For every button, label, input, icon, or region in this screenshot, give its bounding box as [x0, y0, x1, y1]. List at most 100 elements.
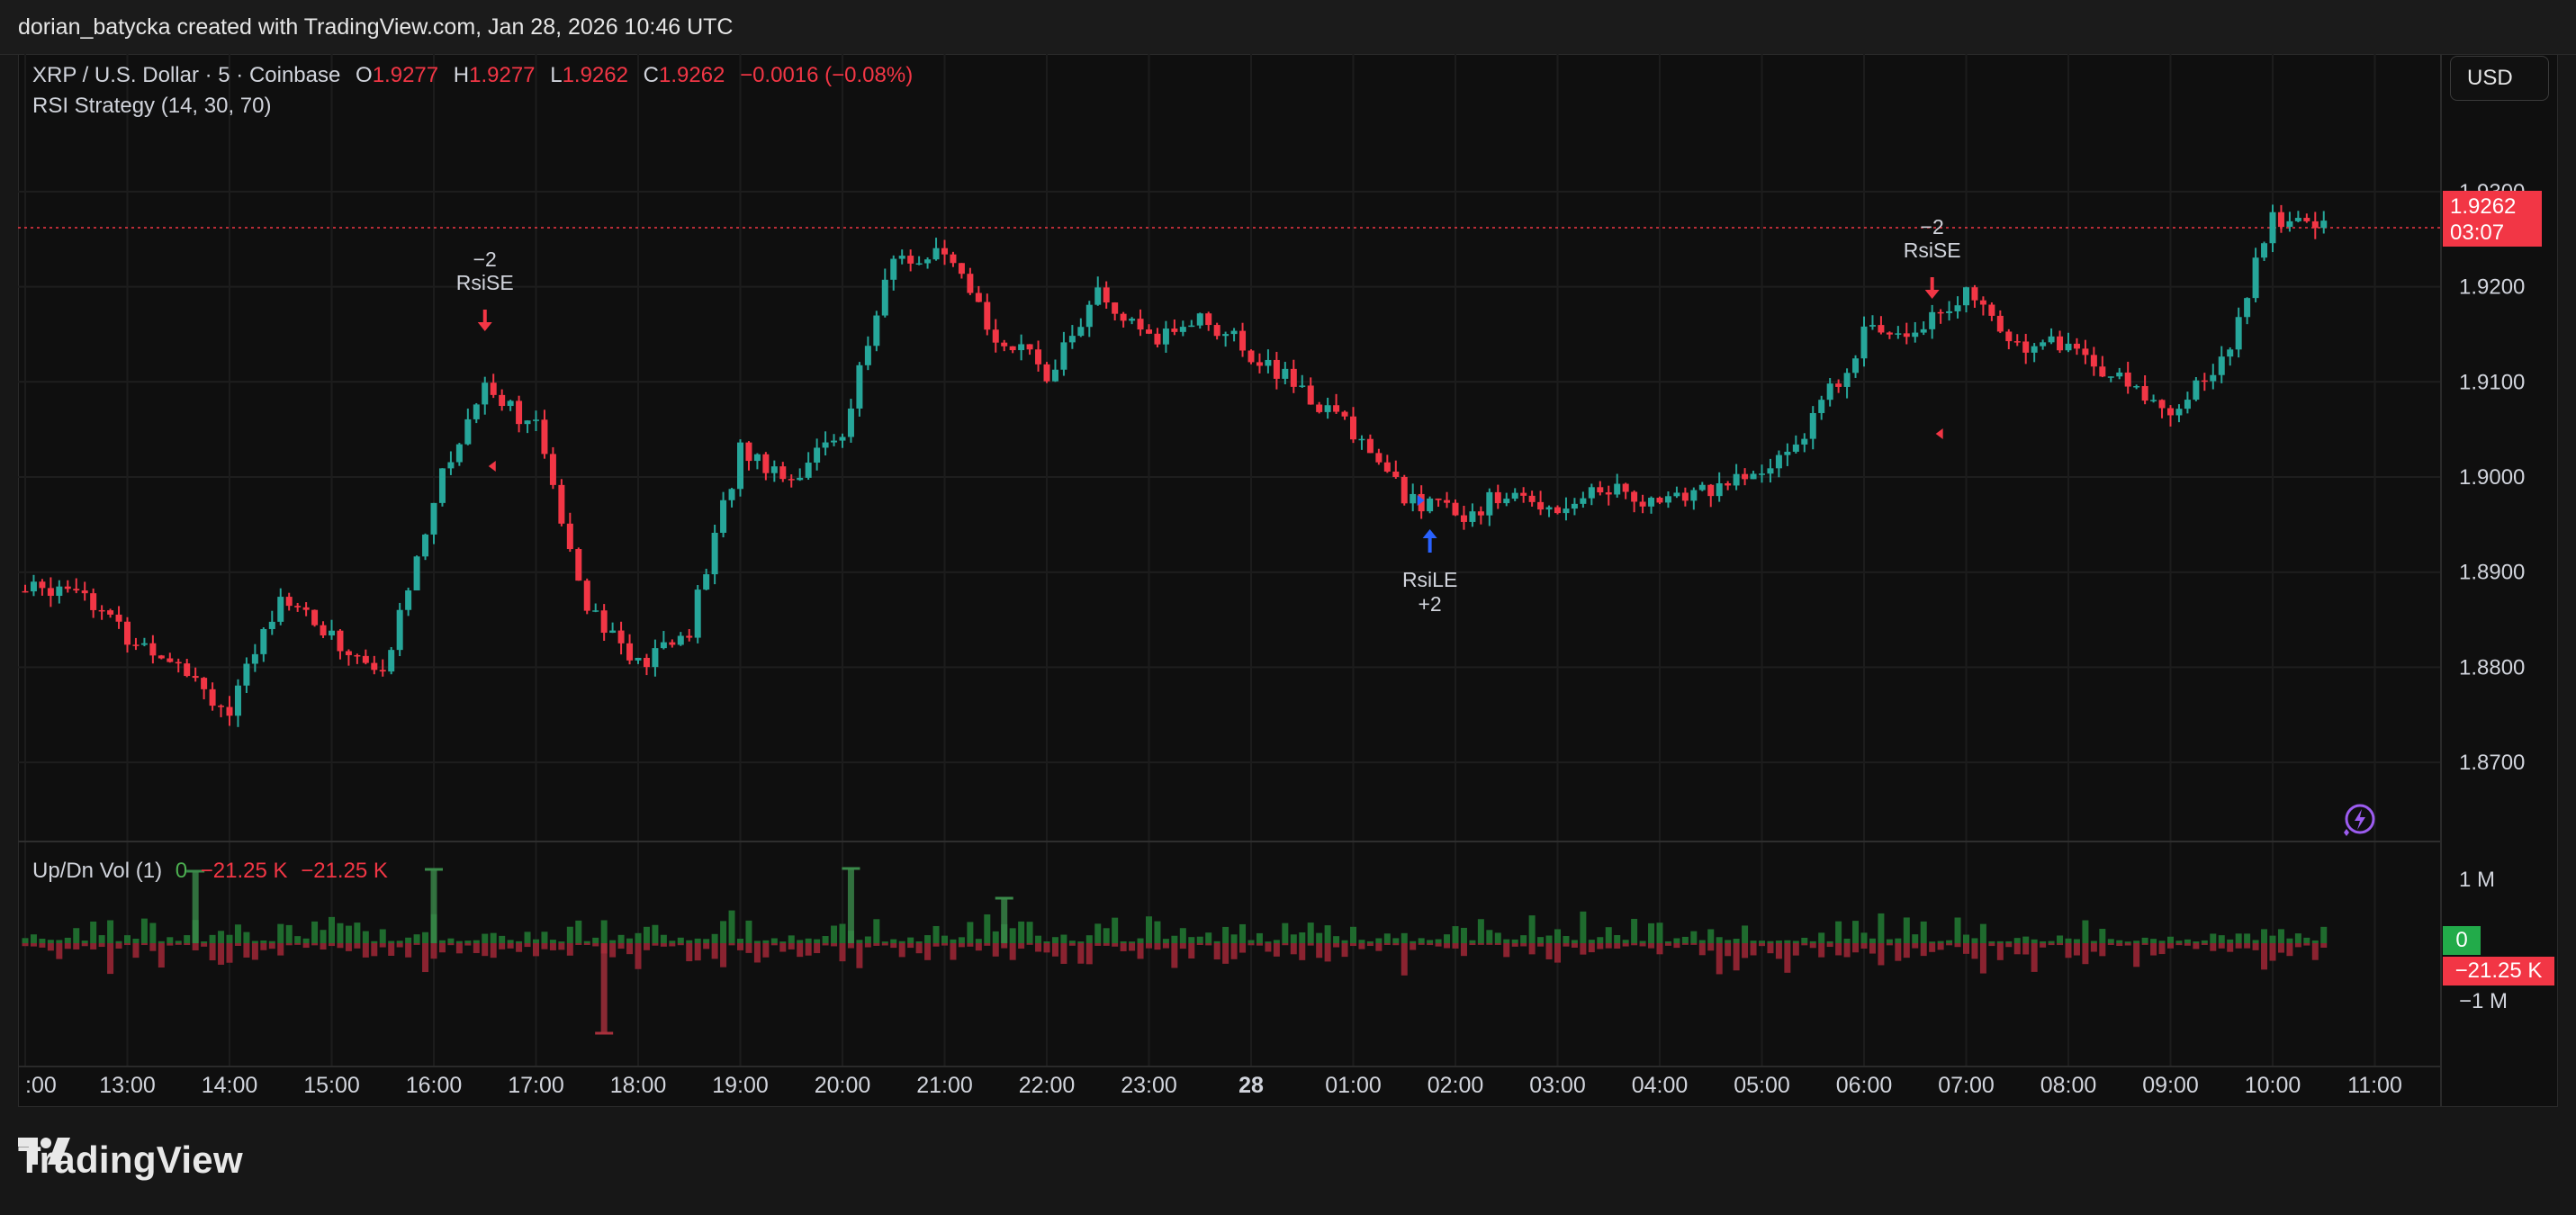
volume-up-bar — [753, 940, 761, 943]
candle-body — [1528, 495, 1536, 502]
time-tick-label: 20:00 — [815, 1073, 871, 1098]
volume-dn-bar — [1026, 943, 1033, 945]
time-axis: :00 13:00 14:00 15:00 16:00 17:00 18:00 19:00 20… — [25, 1073, 2402, 1098]
candle-body — [22, 590, 29, 593]
volume-dn-bar — [1350, 943, 1356, 947]
volume-up-bar — [516, 940, 523, 943]
volume-dn-bar — [140, 943, 148, 946]
volume-up-bar — [1427, 940, 1434, 943]
candle-body — [1435, 498, 1442, 500]
time-tick-label: 08:00 — [2040, 1073, 2097, 1098]
volume-dn-bar — [797, 943, 804, 958]
volume-dn-bar — [1895, 943, 1902, 961]
volume-up-bar — [779, 941, 787, 943]
attribution-text: dorian_batycka created with TradingView.… — [18, 14, 734, 40]
volume-up-bar — [1826, 940, 1833, 943]
volume-dn-bar — [115, 943, 122, 949]
lightning-icon[interactable] — [2340, 803, 2376, 839]
volume-dn-tag: −21.25 K — [2443, 957, 2554, 986]
candle-body — [1188, 325, 1195, 328]
candle-body — [975, 292, 982, 302]
volume-up-bar — [958, 937, 965, 943]
volume-up-bar — [1350, 926, 1356, 943]
candle-body — [932, 248, 940, 260]
candle-body — [430, 502, 437, 535]
candle-body — [1290, 368, 1297, 387]
volume-dn-bar — [1886, 943, 1893, 946]
volume-dn-value: −21.25 K — [200, 859, 288, 883]
volume-legend[interactable]: Up/Dn Vol (1) 0 −21.25 K −21.25 K — [32, 859, 388, 884]
candle-body — [499, 394, 506, 407]
candle-body — [1085, 304, 1093, 328]
candle-body — [677, 635, 684, 645]
volume-up-bar — [1112, 917, 1119, 943]
volume-dn-bar — [447, 943, 455, 946]
volume-dn-bar — [1171, 943, 1178, 968]
candle-body — [251, 653, 258, 664]
candle-body — [1886, 332, 1893, 335]
volume-dn-bar — [1290, 943, 1297, 955]
volume-up-bar — [1818, 932, 1825, 943]
candle-body — [1247, 350, 1255, 363]
volume-up-bar — [2133, 940, 2140, 943]
volume-up-bar — [413, 934, 420, 943]
volume-dn-bar — [1188, 943, 1195, 958]
tradingview-logo[interactable]: TradingView — [18, 1136, 243, 1184]
strategy-legend[interactable]: RSI Strategy (14, 30, 70) — [32, 94, 271, 119]
volume-up-bar — [1444, 934, 1451, 943]
volume-up-bar — [737, 939, 743, 943]
tradingview-logo-icon — [18, 1138, 70, 1165]
volume-dn-bar — [839, 943, 846, 962]
candle-body — [1742, 473, 1749, 480]
candle-body — [388, 650, 395, 672]
volume-dn-bar — [1878, 943, 1885, 966]
candle-body — [1733, 473, 1740, 486]
volume-dn-bar — [285, 943, 293, 946]
volume-dn-bar — [320, 943, 327, 950]
volume-dn-bar — [2320, 943, 2328, 949]
volume-dn-bar — [1571, 943, 1578, 948]
candle-body — [549, 454, 556, 485]
volume-dn-bar — [2311, 943, 2319, 960]
candle-body — [175, 662, 182, 664]
candle-body — [669, 642, 676, 645]
volume-up-bar — [2252, 940, 2259, 943]
candle-body — [90, 593, 97, 610]
volume-dn-bar — [2244, 943, 2251, 949]
volume-up-bar — [1477, 919, 1484, 943]
candle-body — [1511, 492, 1518, 500]
volume-dn-bar — [1954, 943, 1961, 948]
volume-up-bar — [1188, 937, 1195, 943]
volume-dn-bar — [2073, 943, 2080, 956]
volume-up-bar — [201, 940, 208, 943]
currency-button[interactable]: USD — [2450, 56, 2549, 101]
volume-dn-bar — [2252, 943, 2259, 950]
volume-dn-bar — [1614, 943, 1621, 949]
candle-body — [643, 657, 650, 668]
volume-up-bar — [438, 940, 446, 943]
candle-body — [2057, 336, 2064, 351]
volume-dn-bar — [2031, 943, 2038, 972]
candle-body — [600, 610, 608, 634]
volume-dn-bar — [1775, 943, 1782, 959]
candle-body — [753, 454, 761, 462]
volume-up-bar — [2124, 941, 2131, 943]
candle-body — [482, 382, 489, 405]
candle-body — [2252, 257, 2259, 299]
volume-up-bar — [90, 921, 97, 943]
time-tick-label: 15:00 — [303, 1073, 360, 1098]
candle-body — [1009, 346, 1016, 351]
volume-up-bar — [575, 920, 582, 943]
volume-up-bar — [549, 940, 556, 943]
volume-dn-bar — [1154, 943, 1161, 950]
volume-up-bar — [1230, 934, 1238, 943]
volume-dn-bar — [558, 943, 565, 950]
candle-body — [1929, 311, 1936, 329]
volume-up-bar — [311, 921, 319, 943]
volume-up-bar — [941, 935, 948, 943]
volume-dn-bar — [1580, 943, 1587, 955]
volume-dn-bar — [1392, 943, 1400, 946]
candle-body — [873, 315, 880, 346]
volume-dn-bar — [1946, 943, 1953, 946]
